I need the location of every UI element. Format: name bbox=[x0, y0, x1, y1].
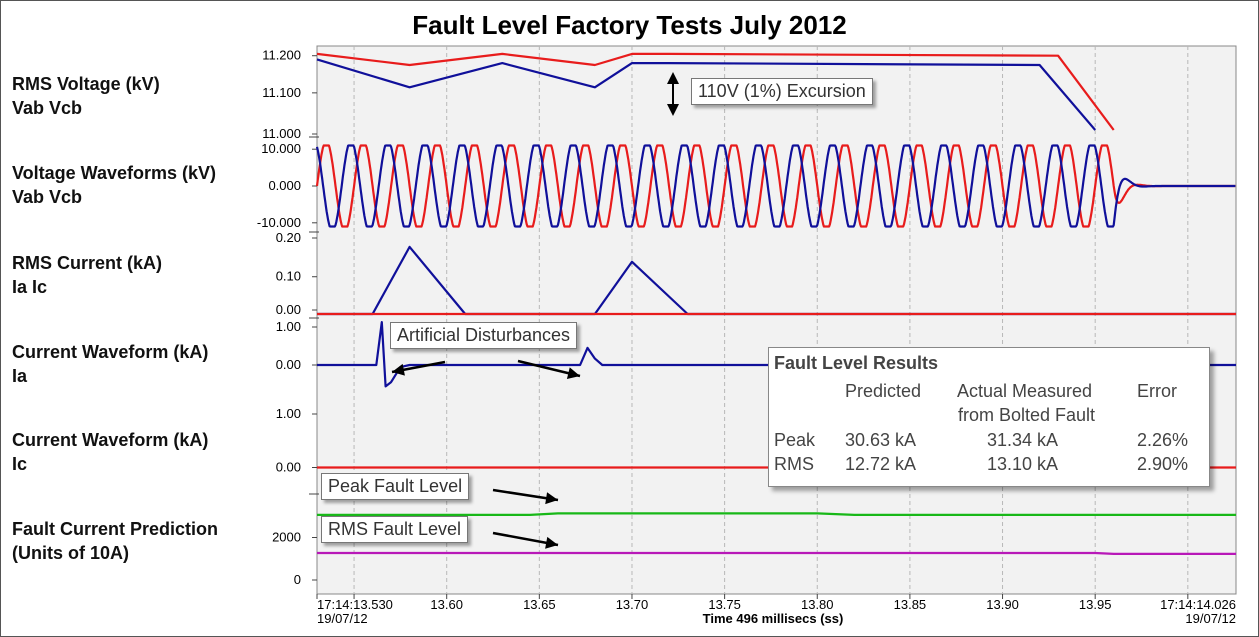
series-rms_v-0 bbox=[316, 52, 1115, 131]
label-voltage-waveforms-l2: Vab Vcb bbox=[12, 187, 83, 207]
rms-fault-arrow-head bbox=[545, 536, 558, 549]
y-tick-label: 11.200 bbox=[262, 48, 301, 63]
x-tick-label: 13.65 bbox=[523, 597, 556, 612]
x-end-date: 19/07/12 bbox=[1185, 611, 1236, 626]
y-tick-label: 0.00 bbox=[276, 357, 301, 372]
y-tick-label: 1.00 bbox=[276, 319, 301, 334]
excursion-arrowhead-up bbox=[667, 72, 679, 84]
results-row-peak-error: 2.26% bbox=[1137, 430, 1189, 450]
results-row-rms-error: 2.90% bbox=[1137, 454, 1189, 474]
series-fault_pred-9 bbox=[317, 551, 1236, 555]
results-row-rms-actual: 13.10 kA bbox=[987, 454, 1059, 474]
label-voltage-waveforms: Voltage Waveforms (kV) Vab Vcb bbox=[12, 161, 216, 209]
x-axis-title: Time 496 millisecs (ss) bbox=[703, 611, 844, 626]
results-col-predicted: Predicted bbox=[845, 381, 922, 401]
results-row-rms-predicted: 12.72 kA bbox=[845, 454, 917, 474]
results-row-peak-name: Peak bbox=[774, 430, 816, 450]
y-tick-label: 0.20 bbox=[276, 230, 301, 245]
series-fault_pred-8 bbox=[317, 512, 1236, 516]
label-current-ic: Current Waveform (kA) Ic bbox=[12, 428, 208, 476]
x-tick-label: 13.90 bbox=[986, 597, 1019, 612]
results-row-rms-name: RMS bbox=[774, 454, 814, 474]
excursion-arrowhead-down bbox=[667, 104, 679, 116]
y-tick-label: 0.00 bbox=[276, 460, 301, 475]
y-tick-label: 11.000 bbox=[262, 126, 301, 141]
plot-background bbox=[316, 45, 1237, 595]
x-start-label: 17:14:13.530 bbox=[317, 597, 393, 612]
x-tick-label: 13.70 bbox=[616, 597, 649, 612]
y-tick-label: 0.00 bbox=[276, 302, 301, 317]
label-current-ic-l2: Ic bbox=[12, 454, 28, 474]
label-fault-prediction-l2: (Units of 10A) bbox=[12, 543, 129, 563]
x-start-date: 19/07/12 bbox=[317, 611, 368, 626]
callout-excursion: 110V (1%) Excursion bbox=[691, 78, 873, 105]
y-tick-label: 0.10 bbox=[276, 269, 301, 284]
disturbance-arrow-2-head bbox=[566, 367, 580, 380]
x-tick-label: 13.60 bbox=[430, 597, 463, 612]
label-current-ic-l1: Current Waveform (kA) bbox=[12, 430, 209, 450]
label-rms-voltage-l2: Vab Vcb bbox=[12, 98, 83, 118]
x-tick-label: 13.80 bbox=[801, 597, 834, 612]
x-tick-label: 13.75 bbox=[708, 597, 741, 612]
x-tick-label: 13.95 bbox=[1079, 597, 1112, 612]
label-rms-current: RMS Current (kA) Ia Ic bbox=[12, 251, 162, 299]
y-tick-label: 2000 bbox=[272, 530, 301, 545]
results-col-actual-l1: Actual Measured bbox=[957, 381, 1093, 401]
y-tick-label: 0 bbox=[294, 572, 301, 587]
label-fault-prediction: Fault Current Prediction (Units of 10A) bbox=[12, 517, 218, 565]
label-current-ia-l2: Ia bbox=[12, 366, 28, 386]
results-title: Fault Level Results bbox=[774, 353, 939, 373]
label-rms-voltage-l1: RMS Voltage (kV) bbox=[12, 74, 160, 94]
results-row-peak-actual: 31.34 kA bbox=[987, 430, 1059, 450]
y-tick-label: 0.000 bbox=[268, 178, 301, 193]
callout-disturbances: Artificial Disturbances bbox=[390, 322, 578, 349]
callout-rms-fault: RMS Fault Level bbox=[321, 516, 469, 543]
y-tick-label: 10.000 bbox=[261, 141, 301, 156]
label-current-ia-l1: Current Waveform (kA) bbox=[12, 342, 209, 362]
label-current-ia: Current Waveform (kA) Ia bbox=[12, 340, 208, 388]
y-tick-label: 1.00 bbox=[276, 406, 301, 421]
peak-fault-arrow-head bbox=[545, 492, 558, 505]
results-row-peak-predicted: 30.63 kA bbox=[845, 430, 917, 450]
chart-title: Fault Level Factory Tests July 2012 bbox=[412, 10, 847, 40]
label-rms-voltage: RMS Voltage (kV) Vab Vcb bbox=[12, 72, 160, 120]
series-v_wave-3 bbox=[315, 144, 1236, 228]
series-ia_wave-6 bbox=[317, 321, 1236, 388]
y-tick-label: -10.000 bbox=[257, 215, 301, 230]
label-fault-prediction-l1: Fault Current Prediction bbox=[12, 519, 219, 539]
disturbance-arrow-1-head bbox=[392, 363, 405, 376]
callout-peak-fault: Peak Fault Level bbox=[321, 473, 470, 500]
y-tick-label: 11.100 bbox=[262, 85, 301, 100]
label-rms-current-l1: RMS Current (kA) bbox=[12, 253, 163, 273]
results-table: Fault Level Results Predicted Actual Mea… bbox=[768, 347, 1210, 487]
series-v_wave-2 bbox=[315, 144, 1236, 228]
label-voltage-waveforms-l1: Voltage Waveforms (kV) bbox=[12, 163, 217, 183]
x-end-label: 17:14:14.026 bbox=[1160, 597, 1236, 612]
x-tick-label: 13.85 bbox=[894, 597, 927, 612]
series-rms_v-1 bbox=[316, 58, 1097, 131]
results-col-actual-l2: from Bolted Fault bbox=[958, 405, 1096, 425]
label-rms-current-l2: Ia Ic bbox=[12, 277, 48, 297]
results-col-error: Error bbox=[1137, 381, 1177, 401]
